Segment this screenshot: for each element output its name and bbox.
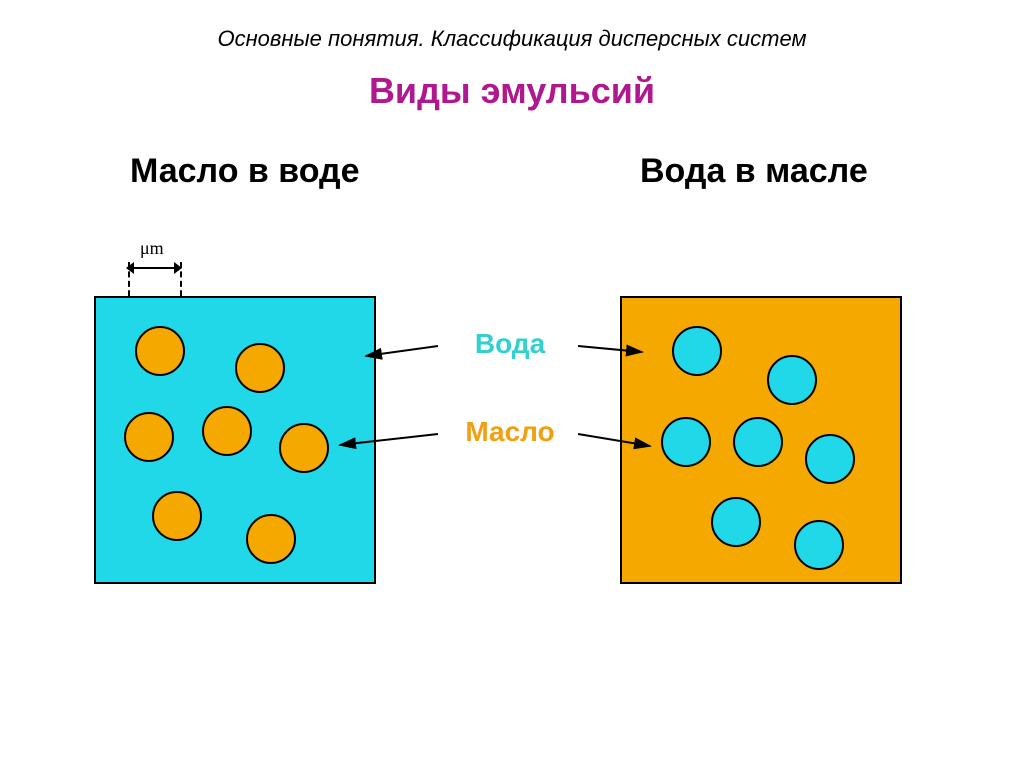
droplet: [202, 406, 252, 456]
droplet: [661, 417, 711, 467]
droplet: [733, 417, 783, 467]
slide: Основные понятия. Классификация дисперсн…: [0, 0, 1024, 768]
droplet: [805, 434, 855, 484]
dimension-arrow: [126, 262, 182, 274]
panel-oil-in-water: [94, 296, 376, 584]
droplet: [672, 326, 722, 376]
droplet: [135, 326, 185, 376]
droplet: [235, 343, 285, 393]
title: Виды эмульсий: [0, 70, 1024, 112]
droplet: [794, 520, 844, 570]
label-oil: Масло: [440, 416, 580, 448]
droplet: [124, 412, 174, 462]
heading-water-in-oil: Вода в масле: [640, 152, 868, 191]
droplet: [767, 355, 817, 405]
label-water: Вода: [440, 328, 580, 360]
pointer-arrow: [366, 346, 438, 356]
heading-oil-in-water: Масло в воде: [130, 152, 360, 191]
droplet: [152, 491, 202, 541]
panel-water-in-oil: [620, 296, 902, 584]
dimension-label: μm: [140, 238, 164, 259]
droplet: [711, 497, 761, 547]
droplet: [279, 423, 329, 473]
droplet: [246, 514, 296, 564]
supertitle: Основные понятия. Классификация дисперсн…: [0, 26, 1024, 52]
